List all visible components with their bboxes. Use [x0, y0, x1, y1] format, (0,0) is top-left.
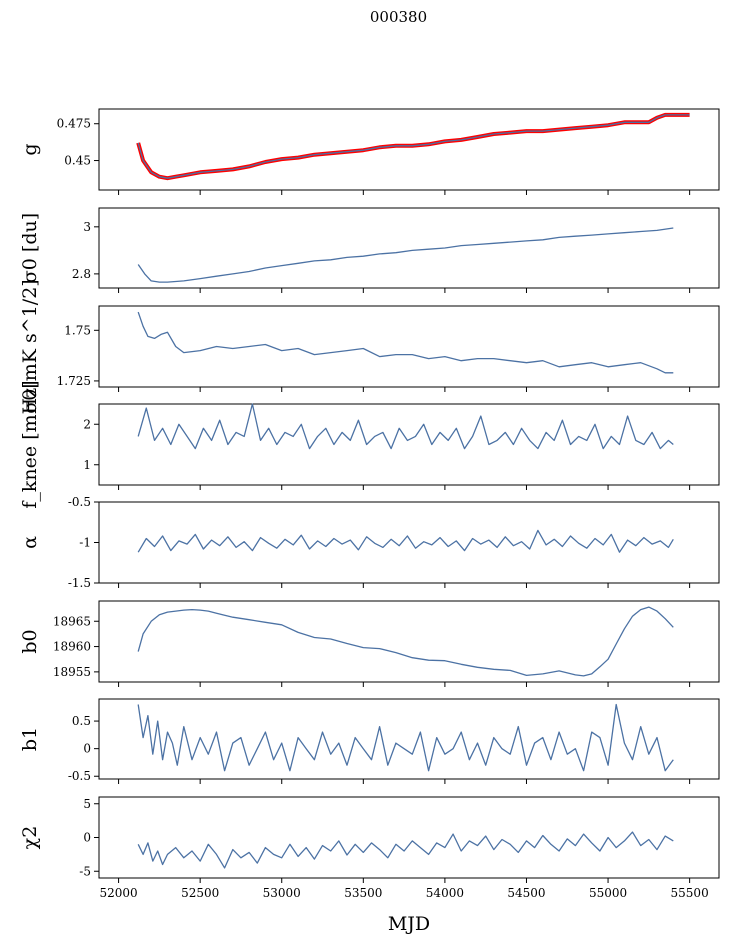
xtick-label: 55500	[671, 886, 709, 900]
g-ylabel: g	[19, 143, 41, 155]
sigma0-mk-ytick-label: 1.725	[57, 374, 91, 388]
b0-axes-frame	[98, 600, 720, 683]
b1-ytick-label: 0.5	[72, 714, 91, 728]
b0-series-line	[137, 606, 674, 677]
alpha-ytick-label: -0.5	[68, 495, 91, 509]
sigma0-mk-ylabel: σ0[mK s^1/2]	[19, 279, 41, 413]
xtick-label: 54000	[426, 886, 464, 900]
sigma0-du-axes-frame	[98, 207, 720, 289]
fknee-series-line	[137, 403, 674, 450]
sigma0-du-ylabel: σ0 [du]	[19, 213, 41, 283]
sigma0-du-ytick-label: 2.8	[72, 267, 91, 281]
alpha-ylabel: α	[19, 536, 41, 549]
xtick-label: 52500	[181, 886, 219, 900]
g-ytick-label: 0.475	[57, 117, 91, 131]
sigma0-mk-series-line	[137, 311, 674, 374]
g-ytick-label: 0.45	[64, 154, 91, 168]
chi2-ylabel: χ2	[19, 826, 41, 850]
sigma0-du-series-line	[137, 227, 674, 283]
b1-ytick-label: 0	[83, 742, 91, 756]
b1-ytick-label: -0.5	[68, 769, 91, 783]
b0-ytick-label: 18965	[53, 614, 91, 628]
b0-ylabel: b0	[19, 629, 41, 653]
chi2-ytick-label: 0	[83, 831, 91, 845]
xtick-label: 54500	[507, 886, 545, 900]
figure-title: 000380	[369, 8, 428, 26]
chi2-axes-frame	[98, 796, 720, 879]
g-axes-frame	[98, 108, 720, 191]
b1-series-line	[137, 703, 674, 772]
b1-ylabel: b1	[19, 727, 41, 751]
fknee-ylabel: f_knee [mHz]	[19, 380, 41, 508]
xlabel: MJD	[388, 913, 430, 935]
sigma0-du-ytick-label: 3	[83, 220, 91, 234]
fknee-axes-frame	[98, 403, 720, 486]
b0-ytick-label: 18960	[53, 640, 91, 654]
xtick-label: 55000	[589, 886, 627, 900]
b0-ytick-label: 18955	[53, 665, 91, 679]
fknee-ytick-label: 2	[83, 417, 91, 431]
b1-axes-frame	[98, 698, 720, 780]
fknee-ytick-label: 1	[83, 458, 91, 472]
alpha-ytick-label: -1.5	[68, 576, 91, 590]
xtick-label: 53000	[263, 886, 301, 900]
chi2-series-line	[137, 831, 674, 869]
alpha-series-line	[137, 529, 674, 553]
xtick-label: 52000	[99, 886, 137, 900]
chi2-ytick-label: 5	[83, 797, 91, 811]
chi2-ytick-label: -5	[79, 864, 91, 878]
g-series-line	[137, 114, 690, 179]
sigma0-mk-axes-frame	[98, 305, 720, 388]
alpha-ytick-label: -1	[79, 536, 91, 550]
g-overlay-line	[136, 112, 690, 181]
xtick-label: 53500	[344, 886, 382, 900]
sigma0-mk-ytick-label: 1.75	[64, 323, 91, 337]
